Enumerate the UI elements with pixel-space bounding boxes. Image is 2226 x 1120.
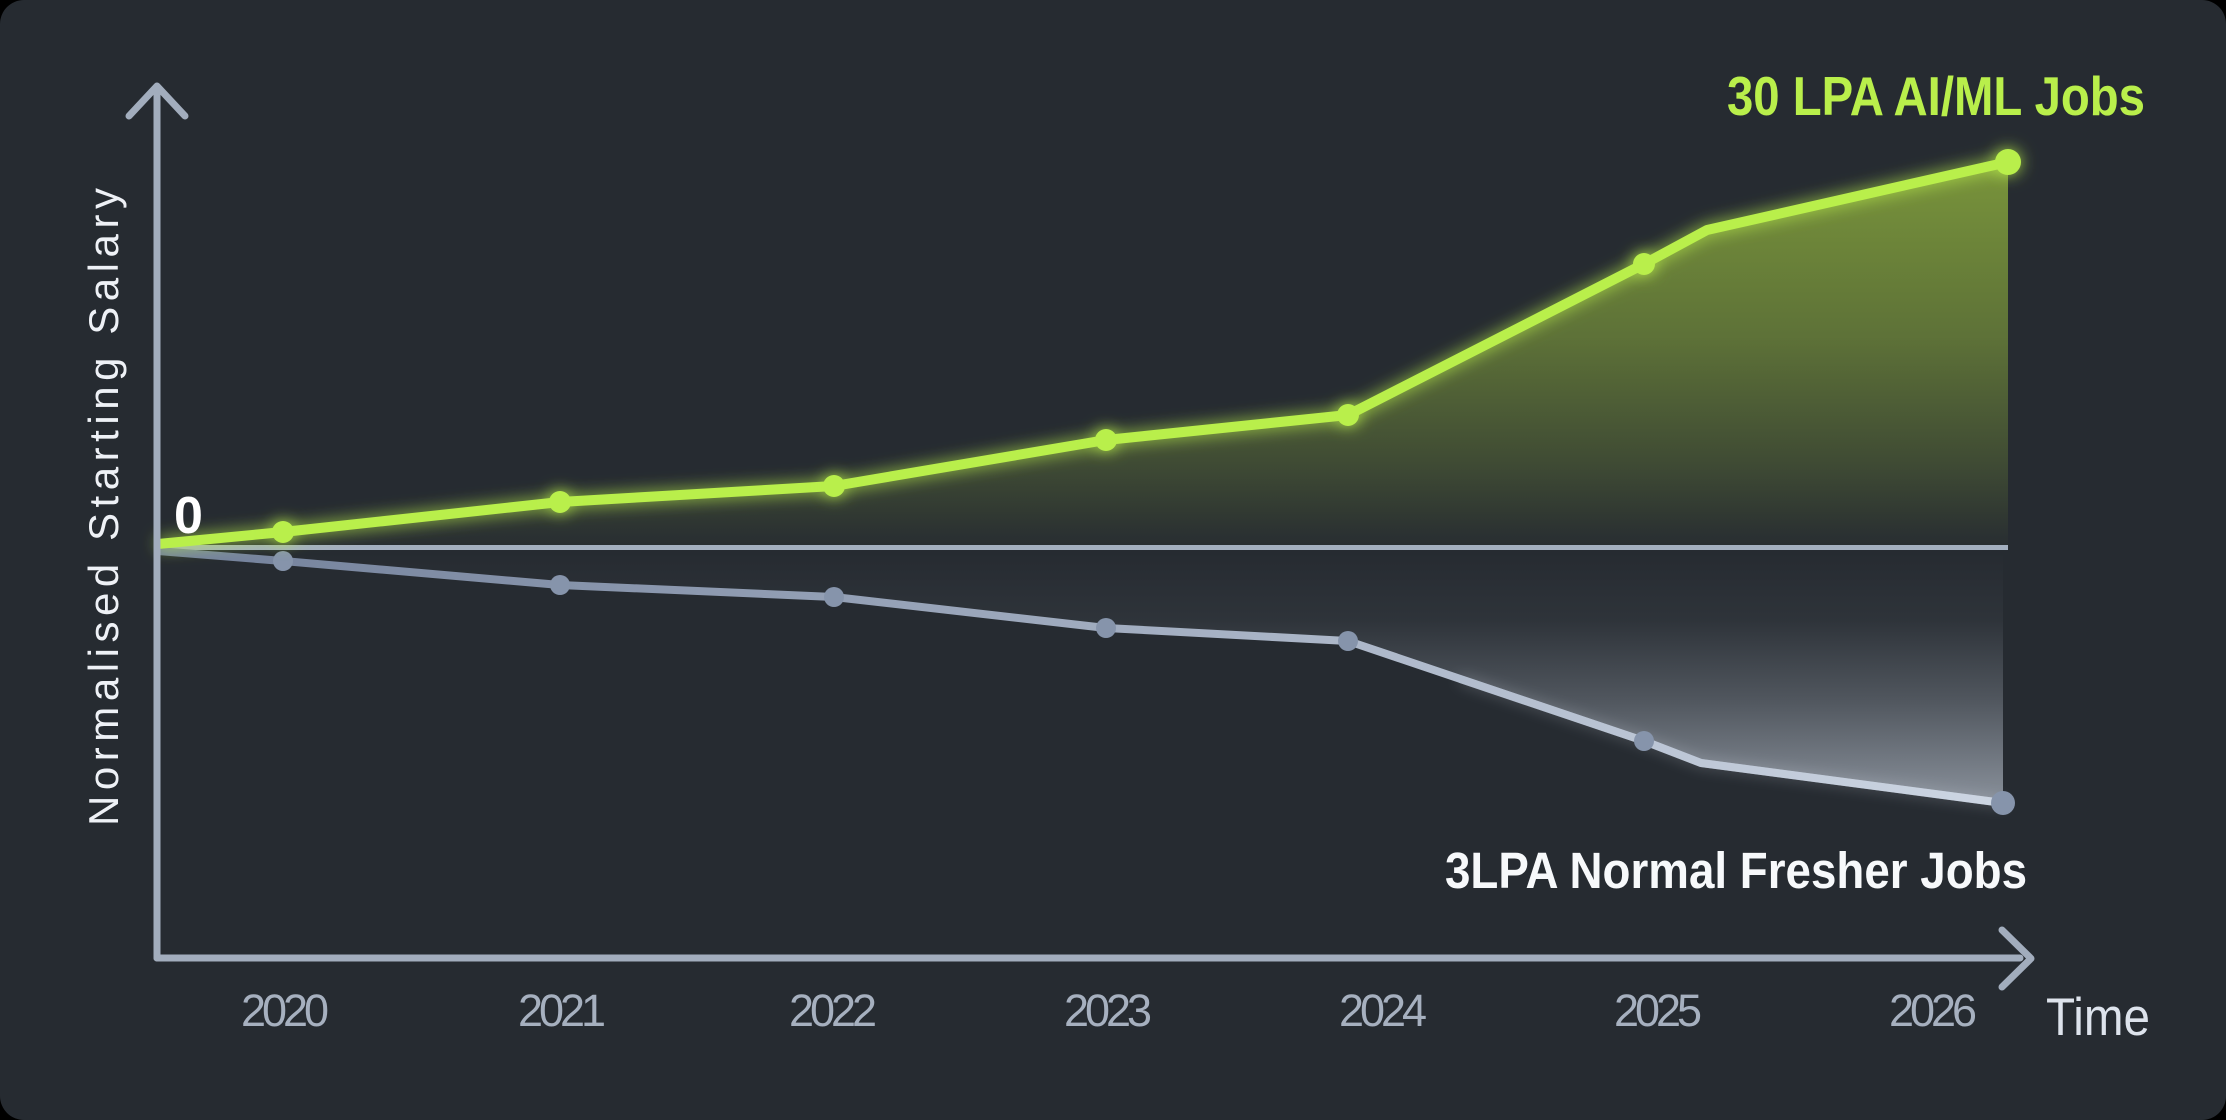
svg-text:Time: Time	[2046, 988, 2150, 1047]
svg-text:2025: 2025	[1614, 985, 1702, 1036]
svg-text:2024: 2024	[1339, 985, 1427, 1036]
svg-text:2023: 2023	[1064, 985, 1152, 1036]
svg-text:2026: 2026	[1889, 985, 1977, 1036]
svg-text:2021: 2021	[518, 985, 606, 1036]
svg-text:2020: 2020	[241, 985, 329, 1036]
svg-text:30 LPA AI/ML Jobs: 30 LPA AI/ML Jobs	[1727, 65, 2145, 127]
svg-text:2022: 2022	[789, 985, 877, 1036]
svg-text:3LPA Normal Fresher Jobs: 3LPA Normal Fresher Jobs	[1445, 842, 2027, 899]
svg-text:Normalised Starting Salary: Normalised Starting Salary	[80, 188, 127, 826]
svg-text:0: 0	[174, 487, 203, 545]
